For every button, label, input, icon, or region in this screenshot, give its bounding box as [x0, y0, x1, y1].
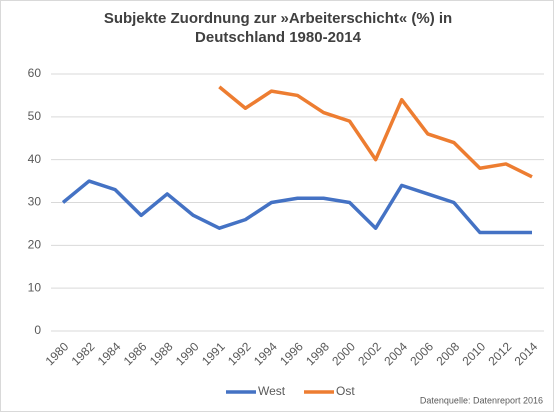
series-line	[61, 179, 532, 235]
legend-label: Ost	[336, 384, 355, 398]
x-tick-label: 2004	[381, 339, 410, 368]
y-tick-label: 0	[34, 323, 41, 337]
y-tick-label: 50	[28, 109, 42, 123]
x-tick-label: 1998	[303, 339, 332, 368]
y-tick-label: 10	[28, 280, 42, 294]
y-tick-label: 40	[28, 152, 42, 166]
series-line	[218, 85, 533, 179]
y-tick-label: 60	[28, 66, 42, 80]
x-tick-label: 1982	[69, 339, 98, 368]
x-tick-label: 2006	[407, 339, 436, 368]
x-tick-label: 2008	[433, 339, 462, 368]
x-tick-label: 1992	[225, 339, 254, 368]
x-tick-label: 1991	[199, 339, 228, 368]
x-tick-label: 2000	[329, 339, 358, 368]
y-tick-label: 30	[28, 195, 42, 209]
x-tick-label: 2010	[459, 339, 488, 368]
x-tick-label: 1994	[251, 339, 280, 368]
x-tick-label: 1996	[277, 339, 306, 368]
legend-label: West	[258, 384, 286, 398]
x-tick-label: 1990	[173, 339, 202, 368]
x-tick-label: 1984	[95, 339, 124, 368]
y-tick-label: 20	[28, 238, 42, 252]
x-tick-label: 2014	[512, 339, 541, 368]
x-tick-label: 1980	[43, 339, 72, 368]
x-tick-label: 1988	[147, 339, 176, 368]
x-tick-label: 2012	[486, 339, 515, 368]
x-tick-label: 1986	[121, 339, 150, 368]
x-tick-label: 2002	[355, 339, 384, 368]
source-note: Datenquelle: Datenreport 2016	[420, 395, 543, 405]
chart-title: Subjekte Zuordnung zur »Arbeiterschicht«…	[103, 10, 453, 46]
